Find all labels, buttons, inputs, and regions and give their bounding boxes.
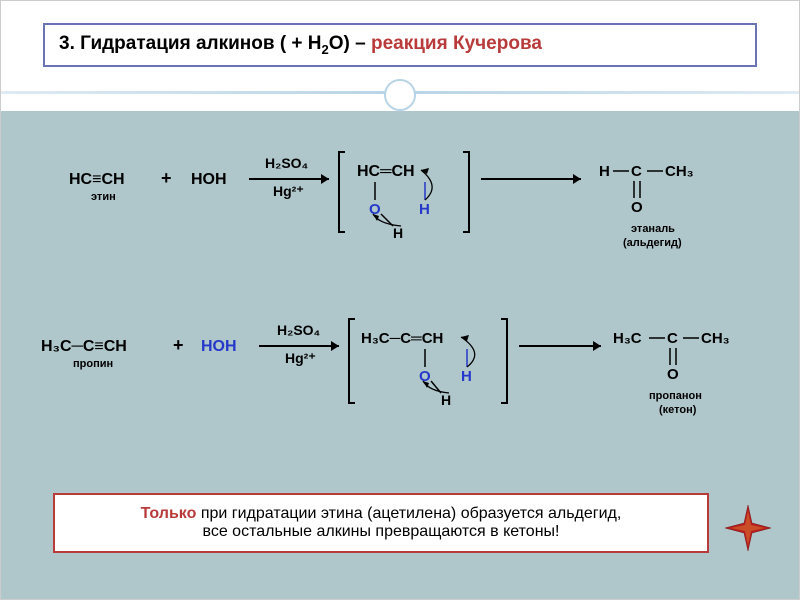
title-num: 3. — [59, 33, 75, 54]
r1-prod-O: O — [631, 199, 643, 216]
r2-bracket-r — [501, 319, 507, 403]
r2-cat-top: H₂SO₄ — [277, 322, 320, 338]
r2-prod-r: CH₃ — [701, 330, 730, 347]
note-line1: при гидратации этина (ацетилена) образуе… — [196, 505, 621, 522]
r2-plus: + — [173, 335, 184, 355]
r2-int-H2: H — [441, 392, 451, 408]
divider-ring — [384, 79, 416, 111]
note-box: Только при гидратации этина (ацетилена) … — [53, 493, 709, 553]
r1-cat-top: H₂SO₄ — [265, 155, 308, 171]
r2-arrow1-head — [331, 341, 339, 351]
r1-bracket-l — [339, 152, 345, 232]
r2-reagent1-name: пропин — [73, 358, 113, 370]
title-sub: 2 — [322, 42, 329, 57]
r2-prod-C: C — [667, 330, 678, 347]
star-icon — [725, 505, 771, 551]
r1-prod-C: C — [631, 163, 642, 180]
r2-int-top: H₃C─C═CH — [361, 330, 443, 347]
title-red: реакция Кучерова — [371, 33, 542, 54]
r2-prod-O: O — [667, 366, 679, 383]
r1-cat-bot: Hg²⁺ — [273, 183, 304, 199]
r1-int-H1: H — [419, 201, 430, 218]
r1-arrow1-head — [321, 174, 329, 184]
slide: 3. Гидратация алкинов ( + H2O) – реакция… — [0, 0, 800, 600]
reaction-2-svg: H₃C─C≡CH пропин + HOH H₂SO₄ Hg²⁺ H₃C─C═C… — [1, 311, 800, 461]
note-line2: все остальные алкины превращаются в кето… — [203, 523, 560, 540]
r1-arrow2-head — [573, 174, 581, 184]
r1-reagent1: HC≡CH — [69, 171, 125, 188]
r1-prod-CH3: CH₃ — [665, 163, 694, 180]
r1-plus: + — [161, 168, 172, 188]
r1-reagent1-name: этин — [91, 191, 116, 203]
r2-curve2 — [461, 337, 475, 367]
r1-int-H2: H — [393, 225, 403, 241]
r2-bracket-l — [349, 319, 355, 403]
r2-arrow2-head — [593, 341, 601, 351]
title-text2: O) – — [329, 33, 371, 54]
r2-prod-name2: (кетон) — [659, 404, 697, 416]
r2-prod-l: H₃C — [613, 330, 642, 347]
r1-bracket-r — [463, 152, 469, 232]
reaction-1: HC≡CH этин + HOH H₂SO₄ Hg²⁺ HC═CH O H H — [1, 146, 799, 286]
r2-hoh: HOH — [201, 338, 237, 355]
r2-int-H1: H — [461, 368, 472, 385]
reaction-2: H₃C─C≡CH пропин + HOH H₂SO₄ Hg²⁺ H₃C─C═C… — [1, 311, 799, 461]
r2-cat-bot: Hg²⁺ — [285, 350, 316, 366]
r1-prod-name2: (альдегид) — [623, 237, 682, 249]
reaction-1-svg: HC≡CH этин + HOH H₂SO₄ Hg²⁺ HC═CH O H H — [1, 146, 800, 286]
r1-prod-name1: этаналь — [631, 223, 675, 235]
r1-prod-H: H — [599, 163, 610, 180]
r1-curve2 — [421, 170, 432, 200]
r2-reagent1: H₃C─C≡CH — [41, 338, 127, 355]
note-strong: Только — [141, 505, 197, 522]
r1-hoh: HOH — [191, 171, 227, 188]
r2-prod-name1: пропанон — [649, 390, 702, 402]
title-text: Гидратация алкинов ( + H — [80, 33, 321, 54]
title-box: 3. Гидратация алкинов ( + H2O) – реакция… — [43, 23, 757, 67]
r1-int-top: HC═CH — [357, 163, 415, 180]
